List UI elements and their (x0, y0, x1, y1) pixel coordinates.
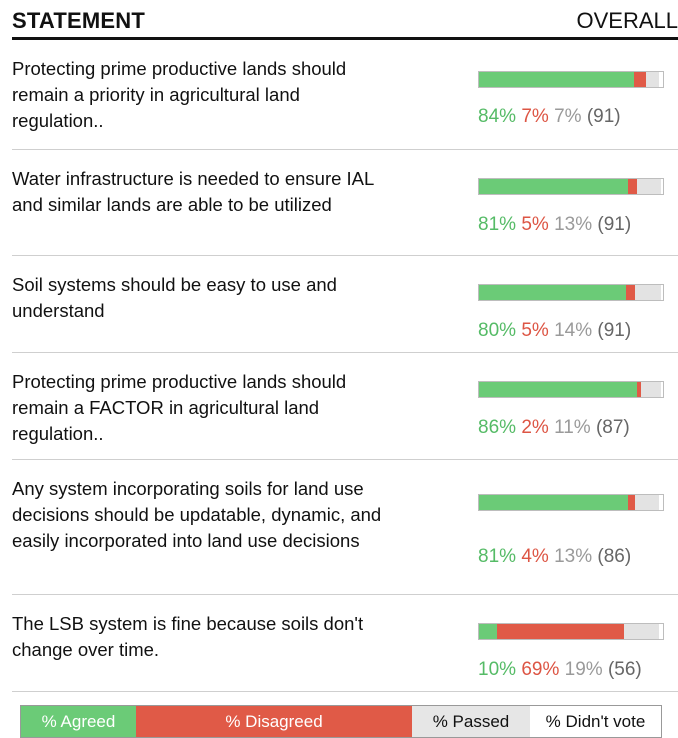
disagreed-percent: 5% (521, 320, 549, 341)
agreed-segment (479, 382, 638, 397)
vote-stats: 80% 5% 14% (91) (478, 320, 631, 342)
overall-column-header: OVERALL (576, 8, 678, 33)
legend-disagreed: % Disagreed (136, 706, 412, 737)
passed-percent: 13% (554, 214, 593, 235)
passed-percent: 19% (564, 659, 603, 680)
vote-stats: 81% 5% 13% (91) (478, 214, 631, 236)
agreed-percent: 10% (478, 659, 517, 680)
vote-count: (91) (597, 320, 632, 341)
passed-percent: 14% (554, 320, 593, 341)
disagreed-segment (497, 624, 625, 639)
vote-bar (478, 284, 664, 301)
statement-text: Soil systems should be easy to use and u… (12, 274, 337, 321)
statement-row: Protecting prime productive lands should… (12, 40, 678, 150)
vote-bar (478, 623, 664, 640)
legend: % Agreed % Disagreed % Passed % Didn't v… (20, 705, 662, 738)
vote-count: (87) (595, 417, 630, 438)
passed-segment (635, 285, 662, 300)
vote-bar (478, 381, 664, 398)
statement-row: Any system incorporating soils for land … (12, 460, 678, 595)
vote-count: (56) (607, 659, 642, 680)
legend-agreed: % Agreed (21, 706, 136, 737)
legend-passed: % Passed (412, 706, 530, 737)
vote-stats: 10% 69% 19% (56) (478, 659, 642, 681)
legend-didnt-vote: % Didn't vote (530, 706, 661, 737)
statement-text: Any system incorporating soils for land … (12, 478, 382, 551)
disagreed-segment (628, 179, 638, 194)
passed-segment (635, 495, 660, 510)
agreed-percent: 81% (478, 214, 517, 235)
agreed-segment (479, 495, 629, 510)
passed-percent: 7% (554, 106, 582, 127)
disagreed-percent: 5% (521, 214, 549, 235)
disagreed-segment (637, 382, 641, 397)
disagreed-percent: 4% (521, 546, 549, 567)
statement-text: The LSB system is fine because soils don… (12, 613, 364, 660)
vote-count: (86) (597, 546, 632, 567)
agreed-segment (479, 624, 498, 639)
agreed-percent: 81% (478, 546, 517, 567)
passed-segment (640, 382, 662, 397)
disagreed-segment (626, 285, 636, 300)
disagreed-segment (628, 495, 636, 510)
vote-stats: 86% 2% 11% (87) (478, 417, 630, 439)
statement-row: Water infrastructure is needed to ensure… (12, 150, 678, 256)
passed-percent: 13% (554, 546, 593, 567)
vote-bar (478, 178, 664, 195)
disagreed-percent: 7% (521, 106, 549, 127)
vote-bar (478, 494, 664, 511)
agreed-percent: 86% (478, 417, 517, 438)
statement-row: The LSB system is fine because soils don… (12, 595, 678, 692)
table-header: STATEMENT OVERALL (12, 6, 678, 40)
statement-list: Protecting prime productive lands should… (12, 40, 678, 692)
disagreed-percent: 2% (521, 417, 549, 438)
agreed-segment (479, 72, 634, 87)
statement-text: Protecting prime productive lands should… (12, 371, 347, 444)
statement-text: Protecting prime productive lands should… (12, 58, 347, 131)
vote-count: (91) (586, 106, 621, 127)
statement-text: Water infrastructure is needed to ensure… (12, 168, 374, 215)
vote-stats: 81% 4% 13% (86) (478, 546, 631, 568)
statement-row: Soil systems should be easy to use and u… (12, 256, 678, 353)
passed-segment (646, 72, 660, 87)
agreed-percent: 80% (478, 320, 517, 341)
passed-percent: 11% (554, 417, 591, 438)
disagreed-percent: 69% (521, 659, 560, 680)
passed-segment (624, 624, 660, 639)
agreed-segment (479, 285, 627, 300)
statement-row: Protecting prime productive lands should… (12, 353, 678, 460)
agreed-percent: 84% (478, 106, 517, 127)
vote-count: (91) (597, 214, 632, 235)
vote-bar (478, 71, 664, 88)
statement-column-header: STATEMENT (12, 8, 145, 33)
agreed-segment (479, 179, 629, 194)
vote-stats: 84% 7% 7% (91) (478, 106, 621, 128)
passed-segment (637, 179, 662, 194)
disagreed-segment (633, 72, 647, 87)
